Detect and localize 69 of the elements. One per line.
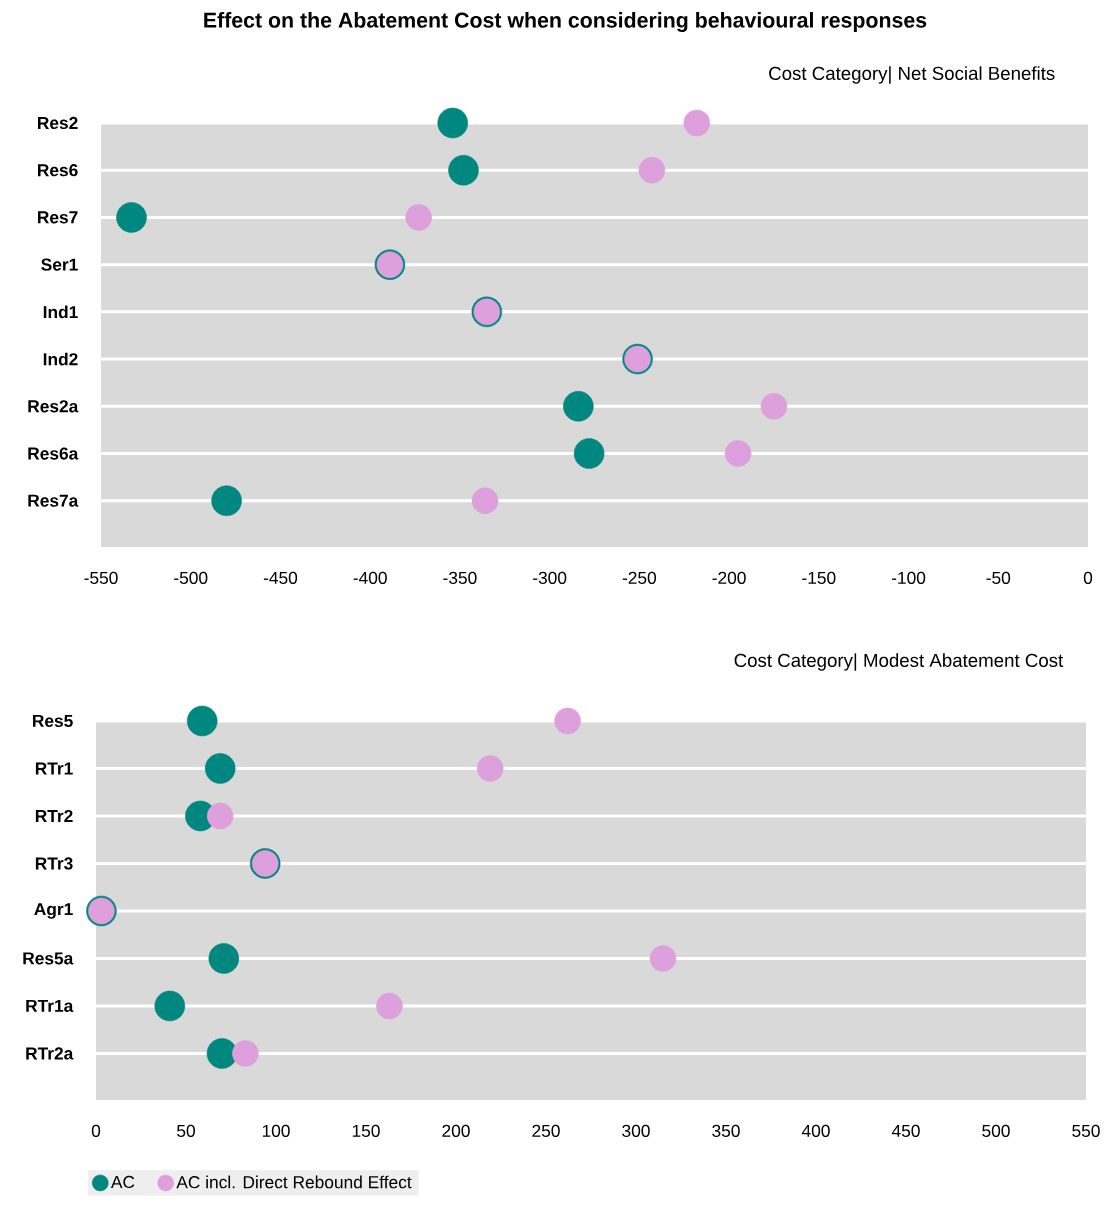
x-tick-label: -150: [802, 571, 836, 584]
chart-title: Effect on the Abatement Cost when considering behavioural responses: [204, 12, 927, 33]
x-tick-label: 50: [177, 1124, 195, 1137]
x-tick-label: -300: [533, 571, 567, 584]
x-tick-label: -200: [712, 571, 746, 584]
y-tick-label: Res5: [33, 714, 73, 728]
point: [206, 1038, 238, 1069]
x-tick-label: -100: [891, 571, 926, 584]
x-tick-label: -350: [443, 571, 477, 584]
point: [573, 438, 605, 469]
point: [563, 391, 594, 422]
y-tick-label: Agr1: [34, 903, 73, 919]
y-tick-label: Res5a: [23, 952, 74, 965]
chart-subtitle: Cost Category| Net Social Benefits: [769, 66, 1055, 84]
y-tick-label: Res7a: [28, 494, 79, 507]
point: [376, 992, 403, 1020]
y-tick-label: RTr2: [35, 809, 73, 823]
x-tick-label: 500: [982, 1124, 1010, 1137]
point: [471, 487, 499, 515]
point: [211, 485, 242, 517]
point: [638, 156, 666, 184]
y-tick-label: Ser1: [41, 258, 78, 271]
x-tick-label: 200: [442, 1124, 470, 1137]
point: [232, 1040, 259, 1067]
x-tick-label: 400: [801, 1124, 830, 1137]
y-tick-label: Res2a: [28, 400, 79, 413]
point: [116, 202, 147, 233]
x-tick-label: -50: [986, 571, 1011, 584]
y-tick-label: Res2: [38, 116, 78, 130]
point: [476, 755, 504, 782]
x-tick-label: 0: [1083, 571, 1093, 584]
x-tick-label: 300: [622, 1124, 650, 1137]
y-tick-label: Ind1: [43, 305, 78, 319]
point: [208, 943, 240, 974]
x-tick-label: -550: [84, 571, 118, 584]
x-tick-label: 150: [352, 1124, 380, 1137]
y-tick-label: Res6a: [28, 447, 79, 460]
x-tick-label: -450: [263, 571, 298, 584]
point: [405, 204, 432, 231]
y-tick-label: RTr3: [35, 857, 73, 870]
y-tick-label: RTr1a: [26, 999, 74, 1013]
point: [204, 753, 236, 784]
point: [437, 107, 468, 139]
x-tick-label: -250: [622, 571, 657, 584]
point: [554, 707, 581, 735]
point: [649, 945, 677, 972]
x-tick-label: -500: [174, 571, 208, 584]
point: [154, 990, 186, 1022]
point: [448, 154, 479, 186]
y-tick-label: Res6: [38, 164, 78, 177]
point: [206, 802, 234, 830]
chart-subtitle: Cost Category| Modest Abatement Cost: [734, 653, 1064, 671]
point: [683, 109, 711, 137]
y-tick-label: Res7: [38, 211, 78, 224]
point: [724, 440, 752, 467]
legend-label: AC incl. Direct Rebound Effect: [176, 1175, 412, 1189]
x-tick-label: 450: [891, 1124, 920, 1137]
x-tick-label: 250: [532, 1124, 560, 1137]
x-tick-label: 550: [1072, 1124, 1100, 1137]
y-tick-label: Ind2: [43, 352, 78, 366]
x-tick-label: 100: [262, 1124, 290, 1137]
y-tick-label: RTr2a: [26, 1047, 74, 1060]
point: [760, 393, 788, 420]
y-tick-label: RTr1: [35, 762, 73, 775]
x-tick-label: -400: [353, 571, 387, 584]
x-tick-label: 350: [712, 1124, 740, 1137]
x-tick-label: 0: [91, 1124, 101, 1137]
point: [186, 705, 218, 737]
legend-label: AC: [110, 1175, 135, 1189]
